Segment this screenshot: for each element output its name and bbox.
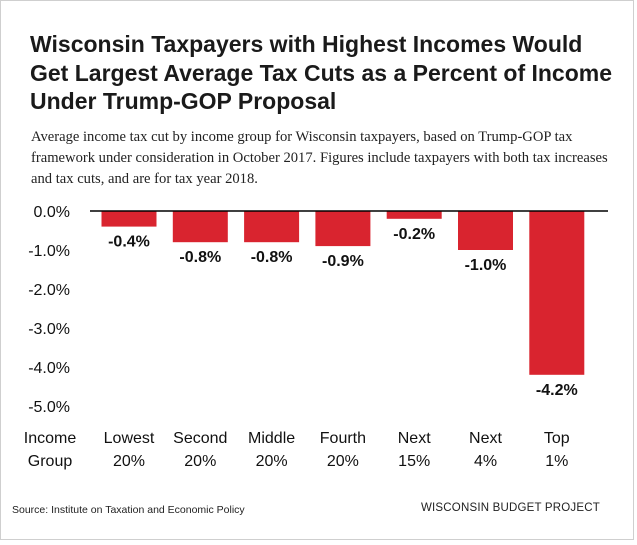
category-label-2-line-1: 20% [256,453,288,470]
category-label-6-line-0: Top [544,430,570,447]
category-axis-label-line-1: Group [28,453,73,470]
category-label-4-line-0: Next [398,430,431,447]
bar-value-label-1: -0.8% [179,249,221,266]
y-tick-label-1-0: -1.0% [28,243,70,260]
bar-2 [244,211,300,243]
bar-1 [172,211,228,243]
bar-value-label-5: -1.0% [465,257,507,274]
bar-0 [101,211,157,227]
category-axis-label-line-0: Income [24,430,77,447]
category-label-6-line-1: 1% [545,453,568,470]
category-label-3-line-0: Fourth [320,430,366,447]
category-label-4-line-1: 15% [398,453,430,470]
y-tick-label-0-0: 0.0% [34,204,70,221]
y-tick-label-5-0: -5.0% [28,399,70,416]
bar-value-label-0: -0.4% [108,234,150,251]
bar-value-label-3: -0.9% [322,253,364,270]
y-tick-label-4-0: -4.0% [28,360,70,377]
brand-label: WISCONSIN BUDGET PROJECT [420,502,600,514]
bar-value-label-4: -0.2% [393,226,435,243]
chart-subtitle: Average income tax cut by income group f… [31,129,608,187]
bar-value-label-2: -0.8% [251,249,293,266]
category-label-3-line-1: 20% [327,453,359,470]
chart-title: Wisconsin Taxpayers with Highest Incomes… [30,31,613,114]
category-label-2-line-0: Middle [248,430,295,447]
source-note: Source: Institute on Taxation and Econom… [12,504,245,516]
bar-4 [386,211,442,219]
y-tick-label-3-0: -3.0% [28,321,70,338]
category-label-1-line-1: 20% [184,453,216,470]
bar-3 [315,211,371,247]
category-label-0-line-1: 20% [113,453,145,470]
category-label-5-line-0: Next [469,430,502,447]
y-tick-label-2-0: -2.0% [28,282,70,299]
category-label-5-line-1: 4% [474,453,497,470]
category-label-0-line-0: Lowest [104,430,155,447]
bar-6 [529,211,585,375]
bar-value-label-6: -4.2% [536,382,578,399]
category-label-1-line-0: Second [173,430,227,447]
bar-5 [458,211,513,250]
